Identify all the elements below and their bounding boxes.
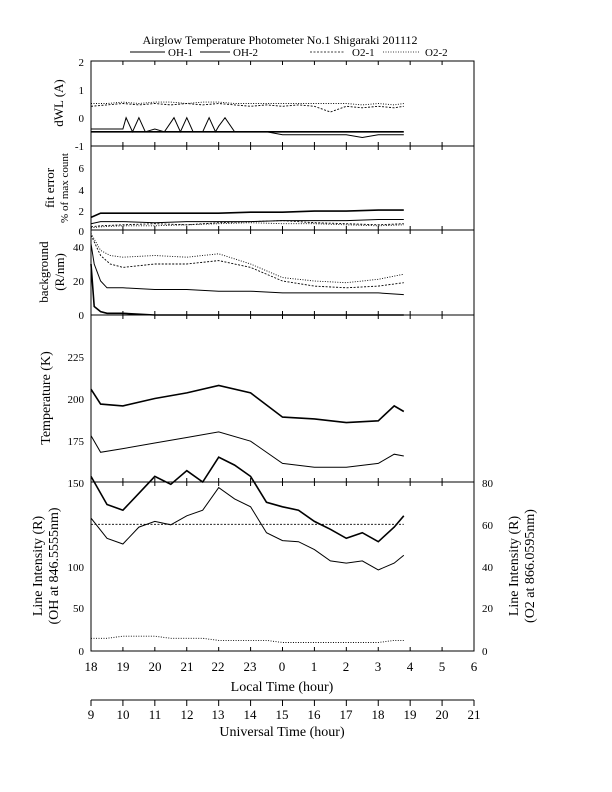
tick-lt-3: 3 [375,659,382,674]
tick-ut-18: 18 [372,707,385,722]
tick-ut-17: 17 [340,707,354,722]
series-bg-oh2 [90,243,404,296]
tick-dwl-2: 2 [79,57,85,69]
tick-int-150: 150 [68,478,85,490]
ylabel-fit-2: % of max count [59,153,71,223]
legend-label-o22: O2-2 [425,47,448,59]
panel-dwl-frame [90,60,475,147]
panel-bg-frame [90,229,475,316]
panel-temp-frame [90,314,475,483]
series-fit-o21 [90,220,404,228]
tick-bg-0: 0 [79,310,85,322]
tick-int-50: 50 [73,603,85,615]
y-ticks-temp: 225 200 175 [68,352,85,448]
tick-lt-4: 4 [407,659,414,674]
tick-fit-2: 2 [79,206,85,218]
ylabel-bg-1: background [36,241,51,303]
xlabel-utc: Universal Time (hour) [219,725,345,740]
x-ticks-utc: 9 10 11 12 13 14 15 16 17 18 19 20 21 [88,707,481,722]
tick-fit-6: 6 [79,163,85,175]
tick-ut-13: 13 [212,707,225,722]
y-ticks-int-right: 80 60 40 20 0 [482,478,494,658]
tick-lt-6: 6 [471,659,478,674]
tick-lt-20: 20 [149,659,162,674]
panel-fit-frame [90,145,475,231]
legend-label-oh2: OH-2 [233,47,258,59]
y-ticks-int-left: 150 100 50 0 [68,478,85,658]
xlabel-local: Local Time (hour) [231,680,334,695]
tick-lt-2: 2 [343,659,350,674]
tick-bg-40: 40 [73,242,85,254]
ylabel-int-left-1: Line Intensity (R) [31,516,46,617]
tick-lt-23: 23 [244,659,257,674]
tick-ut-15: 15 [276,707,289,722]
tick-ut-12: 12 [181,707,194,722]
legend-label-o21: O2-1 [352,47,375,59]
series-temp-oh2 [90,431,404,468]
series-dwl-o22 [91,101,404,106]
tick-ut-14: 14 [244,707,258,722]
tick-lt-19: 19 [117,659,130,674]
tick-ut-20: 20 [436,707,449,722]
tick-int-r0: 0 [482,646,488,658]
tick-dwl-m1: -1 [75,141,84,153]
ylabel-int-right-1: Line Intensity (R) [507,516,522,617]
tick-ut-21: 21 [468,707,481,722]
tick-ut-9: 9 [88,707,95,722]
tick-ut-19: 19 [404,707,417,722]
series-fit-o22 [90,222,404,229]
tick-int-r40: 40 [482,562,494,574]
series-bg-o22 [90,233,404,284]
ylabel-bg-2: (R/nm) [52,253,67,291]
ylabel-dwl: dWL (A) [51,79,66,127]
series-fit-oh1 [90,209,404,219]
tick-temp-225: 225 [68,352,85,364]
ylabel-temp: Temperature (K) [39,351,54,445]
x-ticks-local: 18 19 20 21 22 23 0 1 2 3 4 5 6 [85,659,478,674]
series-fit-oh2 [90,219,404,225]
tick-fit-4: 4 [79,185,85,197]
y-ticks-dwl: 2 1 0 -1 [75,57,85,153]
chart-title: Airglow Temperature Photometer No.1 Shig… [142,33,417,47]
tick-lt-5: 5 [439,659,446,674]
tick-temp-175: 175 [68,436,85,448]
tick-ut-16: 16 [308,707,322,722]
tick-lt-22: 22 [212,659,225,674]
series-bg-o21 [90,234,404,289]
tick-temp-200: 200 [68,394,85,406]
legend: OH-1 OH-2 O2-1 O2-2 [130,47,448,59]
ylabel-int-left-2: (OH at 846.5555nm) [47,507,62,624]
series-bg-oh1 [90,263,404,316]
series-temp-oh1 [90,384,405,424]
tick-dwl-0: 0 [79,113,85,125]
series-int-oh2 [90,486,405,571]
tick-dwl-1: 1 [79,85,85,97]
series-int-o22 [91,635,404,643]
tick-ut-10: 10 [117,707,130,722]
series-dwl-o21 [90,103,404,113]
series-int-oh1 [90,456,405,543]
tick-lt-0: 0 [279,659,286,674]
tick-lt-1: 1 [311,659,318,674]
tick-lt-21: 21 [181,659,194,674]
y-ticks-fit: 6 4 2 0 [79,163,85,238]
tick-int-0: 0 [79,646,85,658]
tick-int-r60: 60 [482,520,494,532]
tick-int-r80: 80 [482,478,494,490]
ylabel-int-right-2: (O2 at 866.0595nm) [523,509,538,623]
data-series [90,101,405,643]
tick-lt-18: 18 [85,659,98,674]
axis-ticks [90,61,475,706]
ylabel-fit-1: fit error [42,167,57,208]
tick-ut-11: 11 [149,707,162,722]
tick-int-r20: 20 [482,603,494,615]
tick-fit-0: 0 [79,226,85,238]
tick-bg-20: 20 [73,276,85,288]
series-dwl-oh2 [91,116,404,139]
legend-label-oh1: OH-1 [168,47,193,59]
tick-int-100: 100 [68,562,85,574]
y-ticks-bg: 40 20 0 [73,242,85,322]
